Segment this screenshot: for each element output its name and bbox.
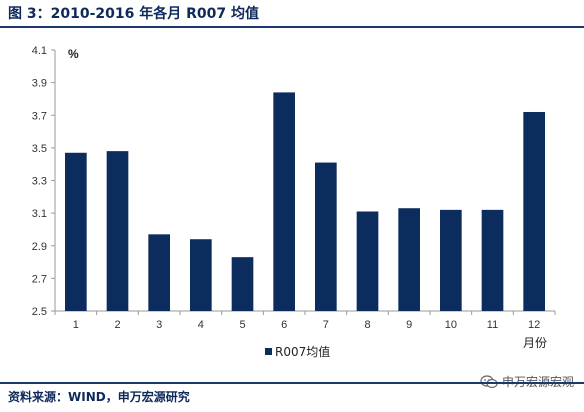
legend: R007均值 xyxy=(265,344,330,359)
legend-swatch xyxy=(265,348,272,355)
y-axis-unit: % xyxy=(68,47,79,61)
x-tick-label: 8 xyxy=(364,319,370,331)
bar xyxy=(398,208,420,311)
bar xyxy=(231,257,254,311)
y-tick-label: 3.3 xyxy=(32,176,47,188)
bar xyxy=(356,211,379,311)
x-tick-label: 11 xyxy=(487,319,498,331)
bar-chart: 2.52.72.93.13.33.53.73.94.1 1 2 3 4 5 6 7 8 9 10 1… xyxy=(32,45,556,359)
x-tick-label: 6 xyxy=(281,319,287,331)
source-note: 资料来源：WIND，申万宏源研究 xyxy=(8,390,190,404)
bar xyxy=(315,162,337,311)
x-tick-label: 9 xyxy=(406,319,412,331)
wechat-icon xyxy=(480,375,498,389)
y-tick-label: 3.9 xyxy=(32,78,47,90)
bar xyxy=(148,234,170,311)
bar xyxy=(190,239,212,311)
footer-divider xyxy=(0,382,584,384)
bar xyxy=(273,92,295,311)
x-tick-label: 10 xyxy=(445,319,457,331)
x-axis-title: 月份 xyxy=(523,336,547,350)
x-tick-label: 12 xyxy=(528,319,540,331)
x-tick-label: 3 xyxy=(156,319,162,331)
x-tick-label: 2 xyxy=(114,319,120,331)
bar xyxy=(65,152,87,311)
x-axis-ticks: 1 2 3 4 5 6 7 8 9 10 11 12 xyxy=(54,311,556,331)
title-divider xyxy=(0,26,584,28)
y-tick-label: 2.5 xyxy=(32,306,47,318)
y-tick-label: 3.7 xyxy=(32,110,47,122)
y-tick-label: 3.1 xyxy=(32,208,47,220)
bar xyxy=(523,111,545,311)
y-tick-label: 2.7 xyxy=(32,273,47,285)
y-tick-label: 3.5 xyxy=(32,143,47,155)
legend-label: R007均值 xyxy=(275,344,330,359)
bar-series xyxy=(65,92,545,311)
x-tick-label: 5 xyxy=(239,319,245,331)
y-axis-ticks: 2.5 2.7 2.9 3.1 3.3 3.5 3.7 3.9 4.1 xyxy=(32,45,55,318)
x-tick-label: 4 xyxy=(198,319,204,331)
y-tick-label: 2.9 xyxy=(32,241,47,253)
y-tick-label: 4.1 xyxy=(32,45,47,57)
chart-title: 图 3：2010-2016 年各月 R007 均值 xyxy=(8,6,259,22)
bar xyxy=(440,209,462,311)
bar xyxy=(106,151,129,311)
x-tick-label: 1 xyxy=(73,319,79,331)
bar xyxy=(481,209,504,311)
x-tick-label: 7 xyxy=(323,319,329,331)
